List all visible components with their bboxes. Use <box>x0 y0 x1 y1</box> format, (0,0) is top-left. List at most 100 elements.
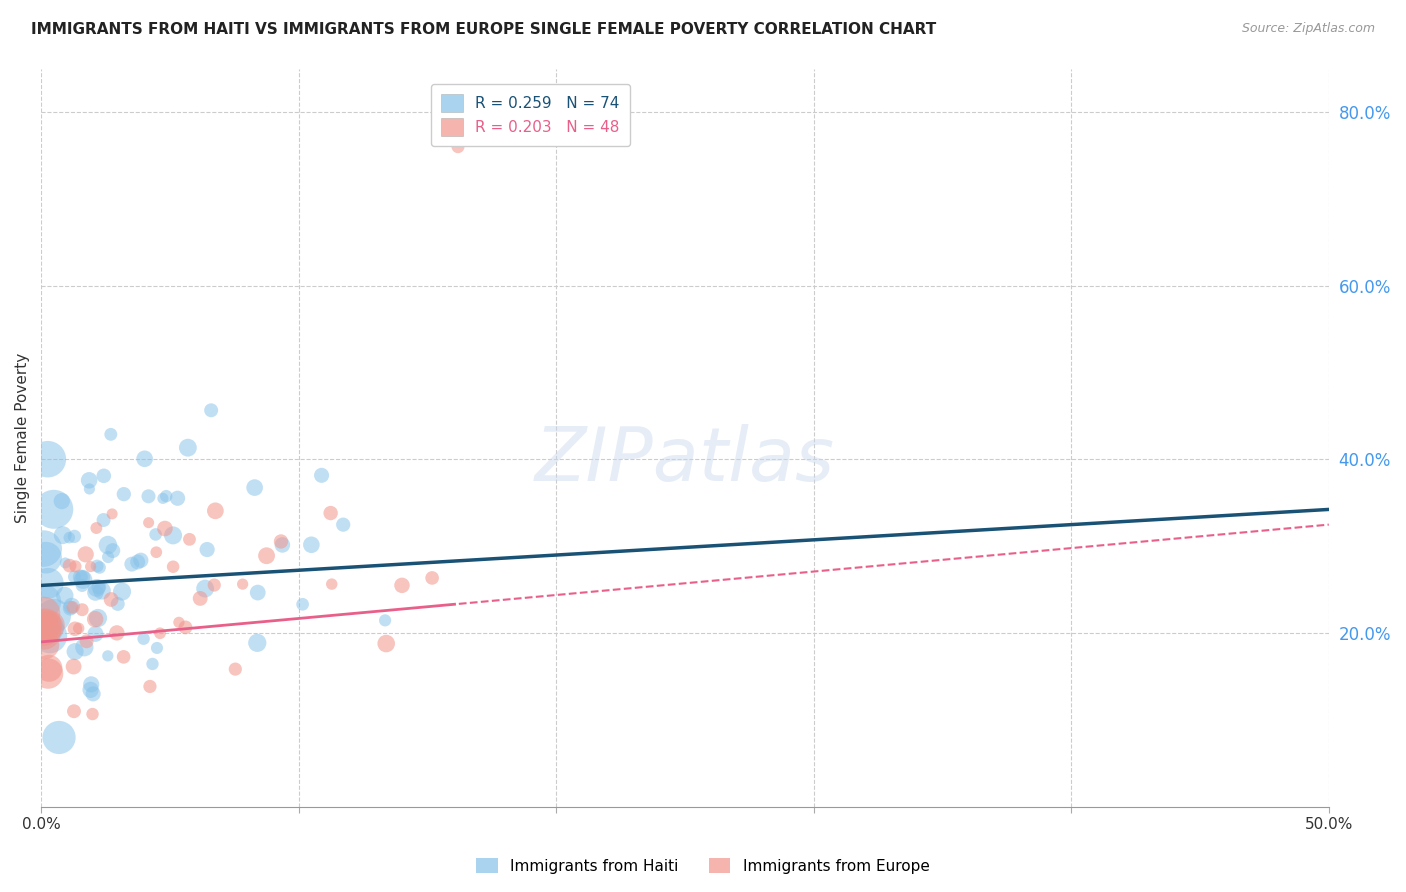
Point <box>188 591 211 606</box>
Point <box>138 516 160 530</box>
Point <box>93 468 115 483</box>
Point <box>34 617 56 632</box>
Point <box>32 541 55 556</box>
Point <box>62 659 84 673</box>
Point <box>179 533 201 547</box>
Point <box>243 481 266 495</box>
Point <box>97 648 120 663</box>
Point <box>141 657 163 671</box>
Point <box>202 578 225 592</box>
Point <box>139 680 162 694</box>
Point <box>89 560 111 574</box>
Point <box>153 522 176 536</box>
Point <box>299 538 322 552</box>
Point <box>155 489 177 503</box>
Point <box>70 603 93 617</box>
Point <box>37 452 59 467</box>
Point <box>38 661 60 675</box>
Point <box>101 507 124 521</box>
Point <box>105 626 128 640</box>
Point <box>77 473 100 487</box>
Point <box>101 543 124 558</box>
Point <box>271 538 294 552</box>
Point <box>152 491 174 506</box>
Point <box>91 583 114 598</box>
Point <box>447 139 470 153</box>
Point <box>232 577 254 591</box>
Point <box>195 542 218 557</box>
Point <box>32 607 55 621</box>
Point <box>319 506 342 520</box>
Point <box>86 521 108 535</box>
Point <box>48 731 70 745</box>
Point <box>420 571 443 585</box>
Point <box>224 662 246 676</box>
Point <box>84 627 107 641</box>
Point <box>63 704 86 718</box>
Point <box>32 625 55 640</box>
Point <box>75 547 97 561</box>
Point <box>200 403 222 417</box>
Point <box>58 531 80 545</box>
Point <box>107 597 129 611</box>
Point <box>149 626 172 640</box>
Point <box>79 559 101 574</box>
Point <box>111 584 134 599</box>
Point <box>82 687 104 701</box>
Text: ZIPatlas: ZIPatlas <box>534 424 835 496</box>
Point <box>374 613 396 627</box>
Point <box>100 427 122 442</box>
Point <box>321 577 343 591</box>
Point <box>112 649 135 664</box>
Point <box>59 601 82 615</box>
Point <box>82 707 104 722</box>
Point <box>162 559 184 574</box>
Point <box>391 578 413 592</box>
Point <box>145 545 167 559</box>
Point <box>65 559 87 574</box>
Point <box>72 570 94 584</box>
Point <box>246 636 269 650</box>
Point <box>246 585 269 599</box>
Point <box>97 538 120 552</box>
Point <box>42 608 65 623</box>
Point <box>311 468 333 483</box>
Point <box>84 585 107 599</box>
Point <box>34 638 56 652</box>
Point <box>79 682 101 697</box>
Text: Source: ZipAtlas.com: Source: ZipAtlas.com <box>1241 22 1375 36</box>
Point <box>375 636 398 650</box>
Point <box>145 527 167 541</box>
Point <box>37 666 59 681</box>
Point <box>37 621 59 635</box>
Point <box>146 640 169 655</box>
Point <box>127 555 149 569</box>
Point <box>256 549 278 563</box>
Point <box>70 578 93 592</box>
Text: IMMIGRANTS FROM HAITI VS IMMIGRANTS FROM EUROPE SINGLE FEMALE POVERTY CORRELATIO: IMMIGRANTS FROM HAITI VS IMMIGRANTS FROM… <box>31 22 936 37</box>
Point <box>162 528 184 542</box>
Point <box>174 620 197 634</box>
Point <box>42 502 65 516</box>
Point <box>80 677 103 691</box>
Point <box>32 621 55 635</box>
Point <box>35 550 58 565</box>
Point <box>58 558 80 573</box>
Point <box>291 597 314 611</box>
Point <box>73 640 96 655</box>
Point <box>37 576 59 591</box>
Point <box>79 482 101 496</box>
Point <box>63 529 86 543</box>
Point <box>87 580 110 594</box>
Point <box>112 487 135 501</box>
Point <box>53 589 76 603</box>
Point <box>38 629 60 643</box>
Point <box>166 491 188 506</box>
Legend: Immigrants from Haiti, Immigrants from Europe: Immigrants from Haiti, Immigrants from E… <box>471 852 935 880</box>
Point <box>60 599 83 613</box>
Point <box>39 618 62 632</box>
Point <box>76 634 98 648</box>
Point <box>204 504 226 518</box>
Point <box>177 441 200 455</box>
Point <box>332 517 354 532</box>
